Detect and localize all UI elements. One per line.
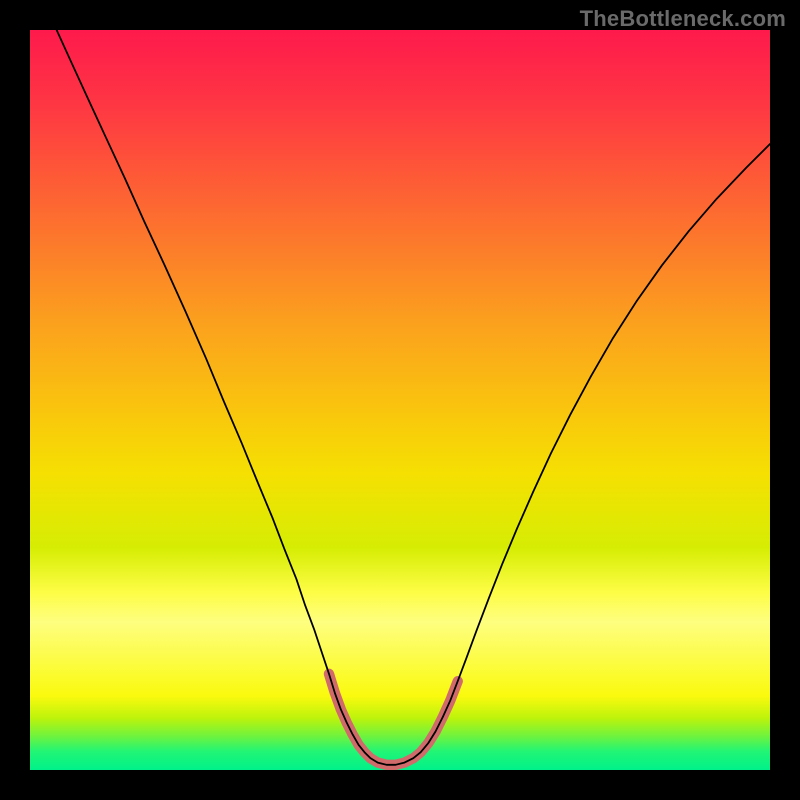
plot-background bbox=[30, 30, 770, 770]
chart-plot bbox=[30, 30, 770, 770]
chart-svg bbox=[30, 30, 770, 770]
watermark-text: TheBottleneck.com bbox=[580, 6, 786, 32]
